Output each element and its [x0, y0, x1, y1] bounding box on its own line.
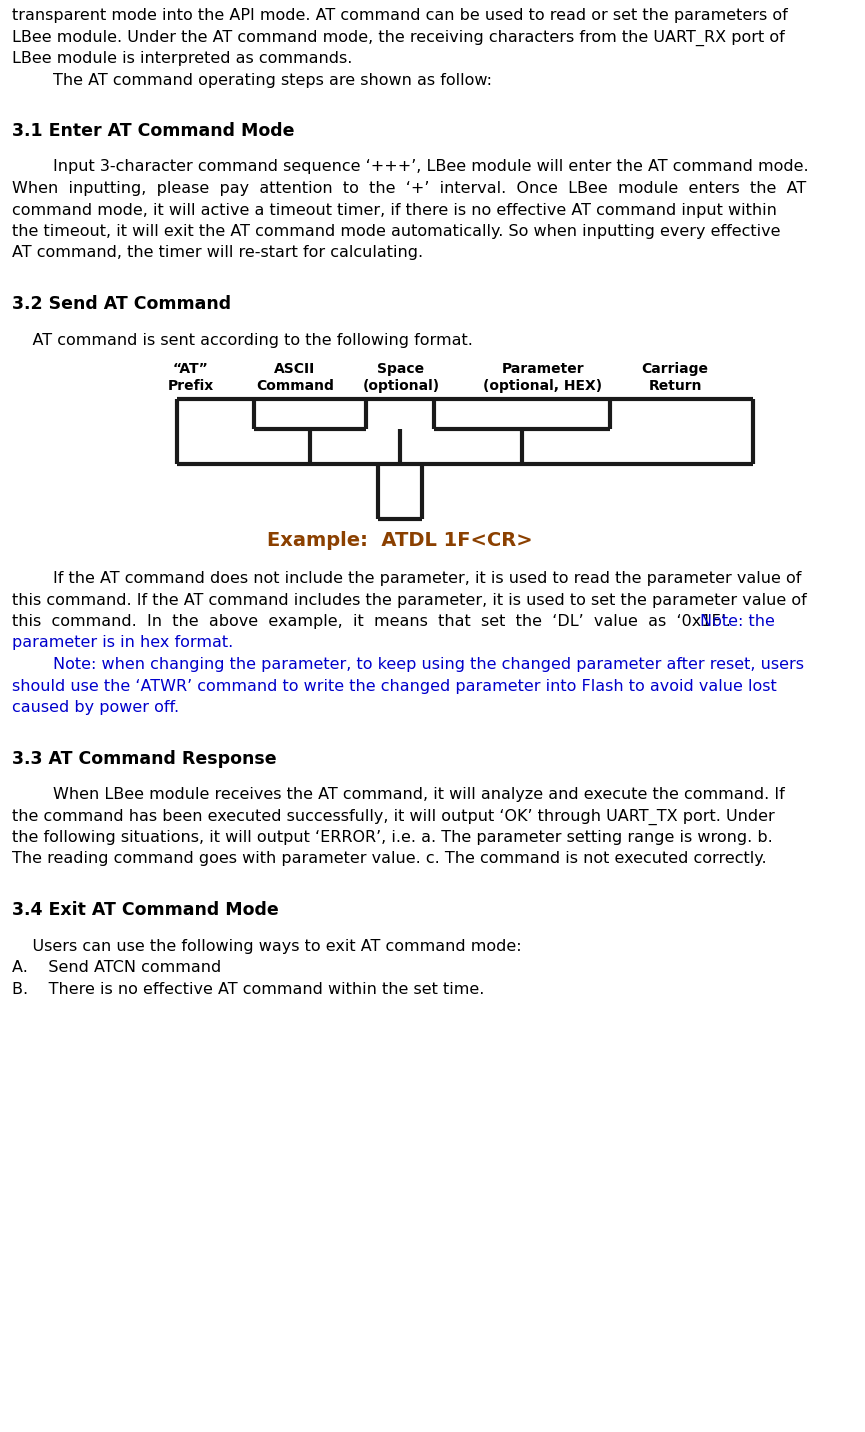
Text: 3.4 Exit AT Command Mode: 3.4 Exit AT Command Mode	[12, 901, 279, 919]
Text: Carriage: Carriage	[642, 362, 708, 377]
Text: The AT command operating steps are shown as follow:: The AT command operating steps are shown…	[12, 73, 492, 87]
Text: (optional): (optional)	[362, 379, 439, 392]
Text: the timeout, it will exit the AT command mode automatically. So when inputting e: the timeout, it will exit the AT command…	[12, 223, 780, 239]
Text: 3.1 Enter AT Command Mode: 3.1 Enter AT Command Mode	[12, 122, 294, 140]
Text: AT command, the timer will re-start for calculating.: AT command, the timer will re-start for …	[12, 245, 423, 261]
Text: When  inputting,  please  pay  attention  to  the  ‘+’  interval.  Once  LBee  m: When inputting, please pay attention to …	[12, 180, 806, 196]
Text: Note: the: Note: the	[700, 614, 775, 629]
Text: 3.3 AT Command Response: 3.3 AT Command Response	[12, 749, 277, 768]
Text: B.    There is no effective AT command within the set time.: B. There is no effective AT command with…	[12, 981, 484, 997]
Text: parameter is in hex format.: parameter is in hex format.	[12, 636, 234, 650]
Text: caused by power off.: caused by power off.	[12, 700, 179, 715]
Text: should use the ‘ATWR’ command to write the changed parameter into Flash to avoid: should use the ‘ATWR’ command to write t…	[12, 679, 777, 693]
Text: LBee module. Under the AT command mode, the receiving characters from the UART_R: LBee module. Under the AT command mode, …	[12, 30, 785, 46]
Text: ASCII: ASCII	[274, 362, 316, 377]
Text: Note: when changing the parameter, to keep using the changed parameter after res: Note: when changing the parameter, to ke…	[12, 657, 804, 672]
Text: the following situations, it will output ‘ERROR’, i.e. a. The parameter setting : the following situations, it will output…	[12, 831, 772, 845]
Text: the command has been executed successfully, it will output ‘OK’ through UART_TX : the command has been executed successful…	[12, 809, 775, 825]
Text: command mode, it will active a timeout timer, if there is no effective AT comman: command mode, it will active a timeout t…	[12, 202, 777, 218]
Text: this command. If the AT command includes the parameter, it is used to set the pa: this command. If the AT command includes…	[12, 593, 807, 607]
Text: The reading command goes with parameter value. c. The command is not executed co: The reading command goes with parameter …	[12, 852, 766, 866]
Text: 3.2 Send AT Command: 3.2 Send AT Command	[12, 295, 231, 314]
Text: Example:  ATDL 1F<CR>: Example: ATDL 1F<CR>	[267, 531, 533, 550]
Text: When LBee module receives the AT command, it will analyze and execute the comman: When LBee module receives the AT command…	[12, 788, 785, 802]
Text: Input 3-character command sequence ‘+++’, LBee module will enter the AT command : Input 3-character command sequence ‘+++’…	[12, 159, 809, 175]
Text: Prefix: Prefix	[168, 379, 215, 392]
Text: “AT”: “AT”	[173, 362, 208, 377]
Text: LBee module is interpreted as commands.: LBee module is interpreted as commands.	[12, 52, 352, 66]
Text: Return: Return	[648, 379, 702, 392]
Text: A.    Send ATCN command: A. Send ATCN command	[12, 959, 221, 975]
Text: this  command.  In  the  above  example,  it  means  that  set  the  ‘DL’  value: this command. In the above example, it m…	[12, 614, 741, 629]
Text: (optional, HEX): (optional, HEX)	[484, 379, 603, 392]
Text: Space: Space	[377, 362, 425, 377]
Text: Command: Command	[256, 379, 334, 392]
Text: AT command is sent according to the following format.: AT command is sent according to the foll…	[12, 332, 473, 348]
Text: Parameter: Parameter	[502, 362, 585, 377]
Text: transparent mode into the API mode. AT command can be used to read or set the pa: transparent mode into the API mode. AT c…	[12, 9, 788, 23]
Text: If the AT command does not include the parameter, it is used to read the paramet: If the AT command does not include the p…	[12, 571, 801, 586]
Text: Users can use the following ways to exit AT command mode:: Users can use the following ways to exit…	[12, 938, 522, 954]
